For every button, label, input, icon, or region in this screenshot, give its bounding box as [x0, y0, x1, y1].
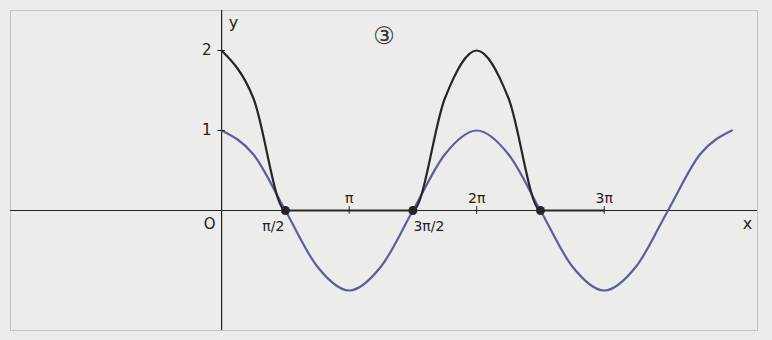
svg-text:1: 1: [202, 121, 212, 139]
svg-text:y: y: [229, 13, 238, 32]
svg-text:③: ③: [373, 22, 395, 50]
svg-text:x: x: [743, 214, 752, 233]
svg-text:π/2: π/2: [262, 218, 284, 234]
svg-text:3π/2: 3π/2: [413, 218, 444, 234]
svg-text:π: π: [345, 190, 354, 206]
svg-text:2: 2: [202, 41, 212, 59]
svg-text:O: O: [204, 215, 216, 233]
svg-text:3π: 3π: [596, 190, 614, 206]
svg-text:2π: 2π: [468, 190, 486, 206]
